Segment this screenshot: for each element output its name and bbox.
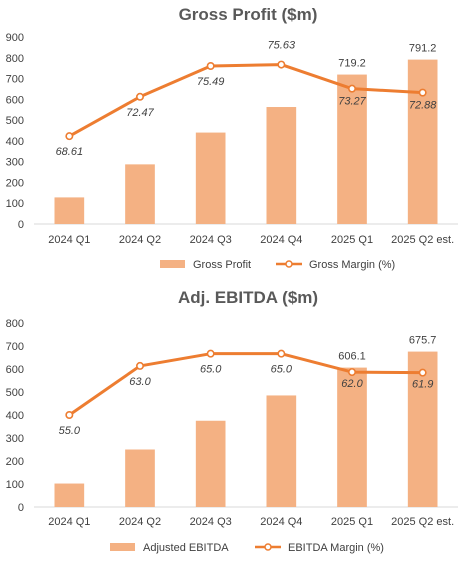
x-tick-label: 2024 Q3 [190, 516, 232, 528]
margin-data-label: 65.0 [271, 364, 293, 376]
bar [125, 449, 155, 507]
y-tick-label: 400 [6, 136, 24, 148]
y-tick-label: 0 [18, 502, 24, 514]
legend-line-marker [264, 543, 272, 551]
y-tick-label: 500 [6, 387, 24, 399]
margin-point [347, 368, 356, 377]
y-tick-label: 800 [6, 318, 24, 330]
x-tick-label: 2024 Q2 [119, 234, 161, 246]
bar [407, 59, 438, 224]
bar-data-label: 675.7 [409, 335, 437, 347]
y-tick-label: 700 [6, 341, 24, 353]
margin-data-label: 72.88 [409, 100, 437, 112]
bar [337, 74, 367, 224]
bar [407, 351, 438, 507]
margin-point [206, 349, 215, 358]
bar [337, 367, 367, 507]
y-tick-label: 600 [6, 364, 24, 376]
y-tick-label: 700 [6, 74, 24, 86]
margin-data-label: 75.63 [268, 40, 296, 52]
margin-point [347, 84, 356, 93]
margin-point [418, 368, 427, 377]
bar [54, 483, 85, 507]
bar [195, 132, 226, 224]
chart-title: Adj. EBITDA ($m) [178, 288, 318, 307]
bar-data-label: 719.2 [338, 58, 366, 70]
x-tick-label: 2025 Q1 [331, 516, 373, 528]
y-tick-label: 200 [6, 177, 24, 189]
y-tick-label: 500 [6, 115, 24, 127]
margin-point [65, 410, 74, 419]
margin-data-label: 65.0 [200, 364, 222, 376]
chart-2: Adj. EBITDA ($m) 0 100 200 300 400 500 600 700 80… [6, 288, 458, 554]
bar-data-label: 606.1 [338, 351, 366, 363]
chart-1: Gross Profit ($m) 0 100 200 300 400 500 600 700 8… [6, 5, 458, 271]
bar [266, 107, 297, 224]
x-tick-label: 2024 Q3 [190, 234, 232, 246]
bar [195, 420, 226, 507]
x-tick-label: 2025 Q1 [331, 234, 373, 246]
x-tick-label: 2025 Q2 est. [391, 516, 454, 528]
y-tick-label: 900 [6, 32, 24, 44]
legend-line-label: Gross Margin (%) [309, 259, 395, 271]
legend-bar-swatch [160, 260, 185, 268]
y-tick-label: 600 [6, 94, 24, 106]
margin-point [418, 88, 427, 97]
x-tick-label: 2024 Q4 [260, 234, 302, 246]
margin-point [277, 349, 286, 358]
x-tick-label: 2024 Q4 [260, 516, 302, 528]
margin-point [136, 361, 145, 370]
margin-line [68, 352, 423, 417]
margin-point [277, 60, 286, 69]
legend-bar-label: Gross Profit [193, 259, 251, 271]
y-tick-label: 200 [6, 456, 24, 468]
margin-point [65, 132, 74, 141]
margin-data-label: 72.47 [126, 107, 154, 119]
bar [54, 197, 85, 224]
margin-data-label: 63.0 [129, 376, 151, 388]
y-tick-label: 100 [6, 198, 24, 210]
chart-title: Gross Profit ($m) [179, 5, 318, 24]
margin-data-label: 68.61 [56, 146, 84, 158]
y-tick-label: 300 [6, 433, 24, 445]
legend-bar-label: Adjusted EBITDA [143, 542, 229, 554]
margin-data-label: 75.49 [197, 76, 225, 88]
y-tick-label: 300 [6, 157, 24, 169]
y-tick-label: 100 [6, 479, 24, 491]
y-tick-label: 0 [18, 219, 24, 231]
x-tick-label: 2024 Q2 [119, 516, 161, 528]
margin-point [206, 62, 215, 71]
legend-line-label: EBITDA Margin (%) [288, 542, 384, 554]
margin-data-label: 62.0 [341, 378, 363, 390]
legend-bar-swatch [110, 543, 135, 551]
bar [266, 395, 297, 507]
margin-data-label: 55.0 [59, 425, 81, 437]
bar [125, 164, 155, 224]
x-tick-label: 2025 Q2 est. [391, 234, 454, 246]
y-tick-label: 400 [6, 410, 24, 422]
bar-data-label: 791.2 [409, 43, 437, 55]
margin-line [68, 63, 423, 138]
margin-data-label: 61.9 [412, 379, 433, 391]
margin-point [136, 92, 145, 101]
x-tick-label: 2024 Q1 [48, 234, 90, 246]
x-tick-label: 2024 Q1 [48, 516, 90, 528]
y-tick-label: 800 [6, 53, 24, 65]
margin-data-label: 73.27 [338, 96, 366, 108]
legend-line-marker [285, 260, 293, 268]
